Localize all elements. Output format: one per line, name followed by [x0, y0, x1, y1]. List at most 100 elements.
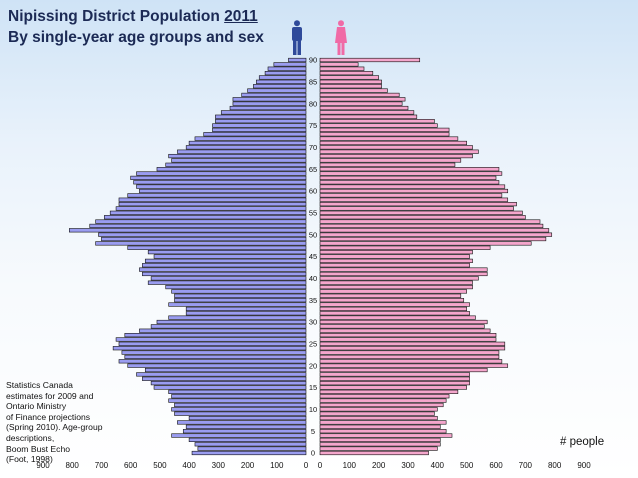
x-tick-label-male: 600	[124, 461, 138, 470]
male-bar-age-73	[203, 132, 307, 137]
female-bar-age-50	[319, 232, 553, 237]
x-tick-label-female: 700	[519, 461, 533, 470]
age-tick-label: 20	[309, 361, 317, 370]
female-bar-age-68	[319, 153, 473, 159]
male-bar-age-53	[95, 219, 307, 224]
female-bar-age-89	[319, 62, 359, 67]
age-tick-label: 55	[309, 208, 317, 217]
male-bar-age-45	[153, 254, 307, 259]
female-bar-age-53	[319, 219, 541, 224]
age-tick-label: 65	[309, 165, 317, 174]
female-bar-age-2	[319, 442, 441, 447]
male-bar-age-27	[124, 333, 307, 338]
male-bar-age-17	[142, 376, 307, 381]
x-tick-label-female: 800	[548, 461, 562, 470]
female-bar-age-35	[319, 298, 465, 303]
female-bar-age-10	[319, 407, 438, 412]
female-bar-age-5	[319, 429, 447, 434]
male-bar-age-33	[185, 306, 307, 311]
female-bar-age-87	[319, 71, 374, 76]
male-bar-age-89	[273, 62, 307, 67]
male-bar-age-18	[136, 372, 307, 377]
female-bar-age-14	[319, 389, 459, 394]
female-bar-age-73	[319, 132, 450, 137]
male-bar-age-59	[127, 193, 307, 198]
male-bar-age-0	[191, 450, 307, 456]
x-tick-label-male: 0	[304, 461, 309, 470]
female-bar-age-82	[319, 92, 400, 98]
male-bar-age-43	[142, 263, 307, 268]
female-bar-age-28	[319, 328, 491, 333]
female-bar-age-37	[319, 289, 467, 294]
female-bar-age-23	[319, 350, 500, 355]
age-tick-label: 15	[309, 383, 317, 392]
female-bar-age-30	[319, 319, 488, 325]
male-bar-age-42	[139, 267, 307, 272]
male-bar-age-2	[194, 442, 307, 447]
female-bar-age-17	[319, 376, 470, 381]
x-tick-label-female: 400	[431, 461, 445, 470]
male-bar-age-4	[171, 433, 307, 438]
male-bar-age-9	[174, 411, 307, 416]
unit-label: # people	[560, 436, 605, 448]
male-bar-age-75	[212, 123, 307, 128]
male-bar-age-77	[215, 114, 307, 119]
male-bar-age-15	[153, 385, 307, 390]
male-bar-age-22	[124, 354, 307, 360]
male-bar-age-79	[229, 105, 307, 111]
male-bar-age-35	[174, 298, 307, 303]
male-bar-age-49	[101, 236, 307, 242]
x-tick-label-male: 700	[95, 461, 109, 470]
female-bar-age-48	[319, 241, 532, 246]
x-tick-label-female: 900	[577, 461, 591, 470]
female-bar-age-4	[319, 433, 453, 438]
male-bar-age-72	[194, 136, 307, 141]
age-tick-label: 75	[309, 121, 317, 130]
male-bar-age-46	[147, 250, 307, 255]
female-bar-age-90	[319, 57, 421, 63]
female-bar-age-15	[319, 385, 467, 390]
source-note: Statistics Canada estimates for 2009 and…	[6, 380, 116, 465]
source-note-line: (Spring 2010). Age-group	[6, 422, 103, 433]
title-line-2: By single-year age groups and sex	[8, 29, 264, 46]
male-bar-age-86	[258, 75, 307, 80]
male-bar-age-20	[127, 363, 307, 368]
male-bar-age-16	[150, 381, 307, 386]
male-bar-age-60	[139, 188, 307, 194]
female-bar-age-21	[319, 359, 503, 364]
age-tick-label: 35	[309, 296, 317, 305]
male-bar-age-68	[168, 153, 307, 159]
male-bar-age-21	[118, 359, 307, 364]
age-tick-label: 70	[309, 143, 317, 152]
male-bar-age-6	[185, 424, 307, 429]
male-bar-age-52	[89, 223, 307, 229]
male-bar-age-56	[115, 206, 307, 211]
male-bar-age-65	[156, 167, 307, 172]
female-bar-age-83	[319, 88, 388, 93]
male-bar-age-76	[215, 119, 307, 124]
x-tick-label-female: 500	[460, 461, 474, 470]
female-bar-age-57	[319, 202, 517, 207]
female-bar-age-76	[319, 119, 435, 124]
female-bar-age-38	[319, 284, 473, 290]
age-tick-label: 60	[309, 187, 317, 196]
male-bar-age-8	[188, 415, 307, 421]
male-bar-age-55	[109, 210, 307, 215]
male-bar-age-88	[267, 66, 307, 71]
x-tick-label-female: 0	[318, 461, 323, 470]
x-tick-label-male: 300	[212, 461, 226, 470]
male-bar-age-24	[112, 346, 307, 351]
female-bar-age-74	[319, 127, 450, 132]
female-bar-age-55	[319, 210, 523, 215]
female-figure-icon	[335, 20, 347, 55]
male-bar-age-36	[174, 293, 307, 298]
male-bar-age-32	[185, 311, 307, 316]
male-bar-age-63	[130, 175, 307, 180]
female-bar-age-47	[319, 245, 491, 250]
female-bar-age-85	[319, 79, 382, 84]
female-bar-age-58	[319, 197, 509, 202]
male-bar-age-7	[177, 420, 307, 425]
female-bar-age-11	[319, 402, 444, 408]
female-bar-age-41	[319, 271, 488, 277]
